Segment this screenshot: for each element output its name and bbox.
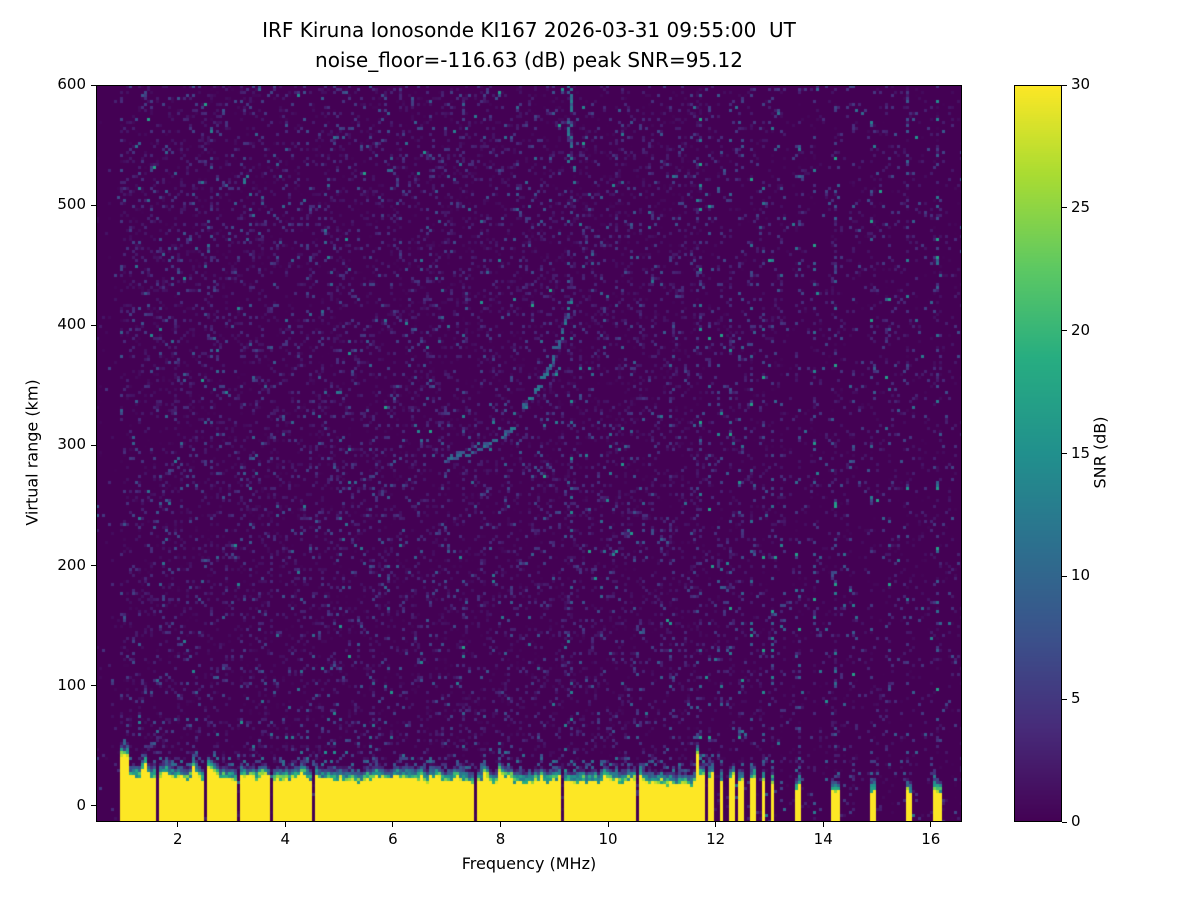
colorbar-tick-label: 25 — [1071, 197, 1091, 216]
x-tick-label: 4 — [280, 830, 291, 848]
colorbar-tick-mark — [1062, 330, 1067, 332]
y-tick-mark — [91, 805, 96, 807]
colorbar-tick-label: 10 — [1071, 566, 1091, 585]
colorbar-tick-mark — [1062, 84, 1067, 86]
colorbar-tick-label: 15 — [1071, 443, 1091, 462]
colorbar-tick-label: 0 — [1071, 812, 1081, 830]
y-tick-mark — [91, 444, 96, 446]
x-tick-label: 16 — [921, 830, 941, 848]
x-tick-mark — [822, 822, 824, 827]
x-tick-label: 8 — [495, 830, 506, 848]
y-tick-mark — [91, 204, 96, 206]
chart-subtitle: noise_floor=-116.63 (dB) peak SNR=95.12 — [315, 48, 743, 72]
y-tick-label: 400 — [57, 315, 86, 334]
chart-title: IRF Kiruna Ionosonde KI167 2026-03-31 09… — [262, 18, 796, 42]
y-tick-label: 300 — [57, 435, 86, 454]
x-tick-mark — [177, 822, 179, 827]
y-tick-label: 600 — [57, 75, 86, 93]
y-tick-mark — [91, 565, 96, 567]
colorbar-tick-mark — [1062, 821, 1067, 823]
colorbar-tick-mark — [1062, 575, 1067, 577]
colorbar-gradient — [1014, 85, 1062, 822]
x-tick-mark — [930, 822, 932, 827]
y-tick-label: 500 — [57, 195, 86, 214]
y-tick-mark — [91, 685, 96, 687]
colorbar-tick-label: 30 — [1071, 75, 1091, 93]
colorbar-tick-label: 20 — [1071, 320, 1091, 339]
ionogram-heatmap — [96, 85, 962, 822]
x-tick-mark — [284, 822, 286, 827]
colorbar-tick-mark — [1062, 698, 1067, 700]
x-tick-label: 2 — [172, 830, 183, 848]
x-tick-label: 14 — [813, 830, 833, 848]
y-tick-label: 0 — [76, 795, 86, 814]
x-tick-mark — [392, 822, 394, 827]
y-tick-mark — [91, 324, 96, 326]
x-tick-label: 6 — [388, 830, 398, 848]
y-tick-label: 100 — [57, 675, 86, 694]
colorbar-tick-label: 5 — [1071, 689, 1081, 708]
x-tick-mark — [715, 822, 717, 827]
colorbar-tick-mark — [1062, 453, 1067, 454]
x-tick-mark — [607, 822, 609, 827]
colorbar-tick-mark — [1062, 207, 1067, 209]
y-tick-label: 200 — [57, 555, 86, 574]
y-tick-mark — [91, 84, 96, 86]
x-tick-mark — [499, 822, 501, 827]
x-tick-label: 10 — [598, 830, 618, 848]
x-axis-label: Frequency (MHz) — [461, 854, 597, 873]
x-tick-label: 12 — [706, 830, 726, 848]
